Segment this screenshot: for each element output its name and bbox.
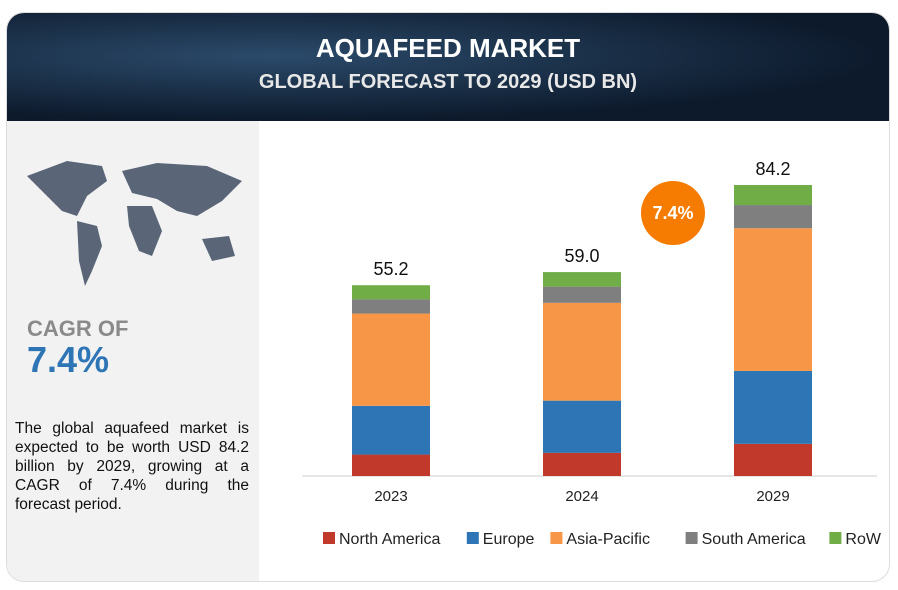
bar-segment-europe-2029 [734,370,812,444]
chart-title: AQUAFEED MARKET [315,33,581,63]
total-label-2024: 59.0 [564,246,599,266]
bar-segment-north-america-2029 [734,443,812,476]
total-label-2023: 55.2 [373,259,408,279]
bar-segment-north-america-2023 [352,454,430,476]
bar-segment-row-2023 [352,285,430,300]
bar-segment-south-america-2024 [543,286,621,303]
x-tick-2023: 2023 [374,488,407,505]
legend-swatch-north-america [323,532,335,544]
bar-segment-south-america-2029 [734,205,812,229]
header-banner: AQUAFEED MARKET GLOBAL FORECAST TO 2029 … [7,13,889,121]
world-map-icon [27,161,242,286]
summary-panel: CAGR OF 7.4% The global aquafeed market … [7,121,259,581]
bar-segment-asia-pacific-2029 [734,228,812,371]
cagr-value: 7.4% [27,339,110,380]
stacked-bar-chart: 55.2 2023 59.0 2024 84.2 2029 7.4% North Americ… [302,159,882,548]
infographic-card: AQUAFEED MARKET GLOBAL FORECAST TO 2029 … [6,12,890,582]
cagr-badge [641,181,705,245]
market-description: The global aquafeed market is expected t… [15,420,249,513]
bar-segment-europe-2023 [352,405,430,455]
legend-swatch-europe [466,532,479,544]
bar-segment-north-america-2024 [543,452,621,476]
legend-label-asia-pacific: Asia-Pacific [566,531,650,548]
legend-swatch-south-america [685,532,698,544]
legend-label-row: RoW [845,531,881,548]
bar-segment-europe-2024 [543,400,621,453]
bar-segment-asia-pacific-2023 [352,313,430,406]
cagr-badge-text: 7.4% [652,203,693,223]
bar-segment-asia-pacific-2024 [543,302,621,401]
cagr-label: CAGR OF [27,316,129,341]
x-tick-2024: 2024 [565,488,598,505]
legend-label-south-america: South America [702,531,806,548]
legend-label-north-america: North America [339,531,440,548]
legend-swatch-row [829,532,842,544]
legend-swatch-asia-pacific [550,532,563,544]
total-label-2029: 84.2 [755,159,790,179]
legend-label-europe: Europe [483,531,535,548]
x-tick-2029: 2029 [756,488,789,505]
chart-subtitle: GLOBAL FORECAST TO 2029 (USD BN) [258,71,638,93]
bar-segment-row-2024 [543,272,621,287]
bar-segment-south-america-2023 [352,299,430,314]
bar-segment-row-2029 [734,185,812,206]
